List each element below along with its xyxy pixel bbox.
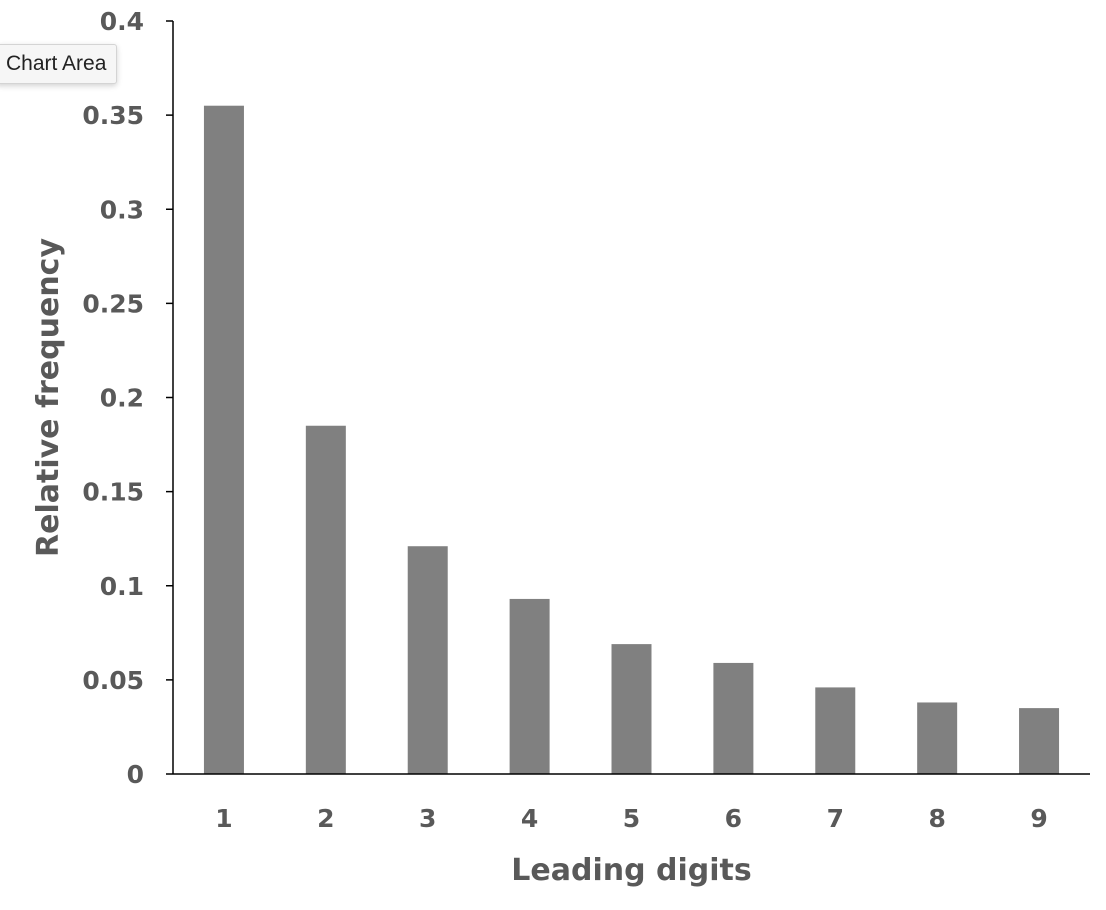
bar-digit-3[interactable] <box>407 546 448 774</box>
x-axis-ticks: 1 2 3 4 5 6 7 8 9 <box>215 804 1048 833</box>
chart-area-tooltip: Chart Area <box>0 44 118 84</box>
bar-digit-2[interactable] <box>305 425 346 774</box>
y-tick-label: 0 <box>127 760 144 789</box>
x-tick-label: 4 <box>521 804 538 833</box>
plot-area <box>203 105 1060 774</box>
bar-digit-5[interactable] <box>611 644 652 774</box>
y-tick-label: 0.15 <box>82 478 144 507</box>
x-tick-label: 8 <box>928 804 945 833</box>
x-tick-label: 2 <box>317 804 334 833</box>
bar-digit-8[interactable] <box>917 702 958 774</box>
y-tick-label: 0.25 <box>82 289 144 318</box>
x-tick-label: 1 <box>215 804 232 833</box>
x-tick-label: 3 <box>419 804 436 833</box>
y-axis-title: Relative frequency <box>31 238 66 557</box>
bar-digit-1[interactable] <box>203 105 244 774</box>
bar-digit-7[interactable] <box>815 687 856 774</box>
bar-digit-6[interactable] <box>713 662 754 774</box>
bar-digit-9[interactable] <box>1019 708 1060 774</box>
x-axis-title: Leading digits <box>511 853 751 888</box>
y-tick-label: 0.3 <box>100 195 144 224</box>
y-axis-ticks: 0 0.05 0.1 0.15 0.2 0.25 0.3 0.35 0.4 <box>82 7 173 789</box>
y-tick-label: 0.4 <box>100 7 144 36</box>
y-tick-label: 0.35 <box>82 101 144 130</box>
bar-digit-4[interactable] <box>509 598 550 774</box>
x-tick-label: 5 <box>623 804 640 833</box>
x-tick-label: 7 <box>827 804 844 833</box>
y-tick-label: 0.1 <box>100 572 144 601</box>
x-tick-label: 9 <box>1030 804 1047 833</box>
y-tick-label: 0.05 <box>82 666 144 695</box>
x-tick-label: 6 <box>725 804 742 833</box>
y-tick-label: 0.2 <box>100 384 144 413</box>
